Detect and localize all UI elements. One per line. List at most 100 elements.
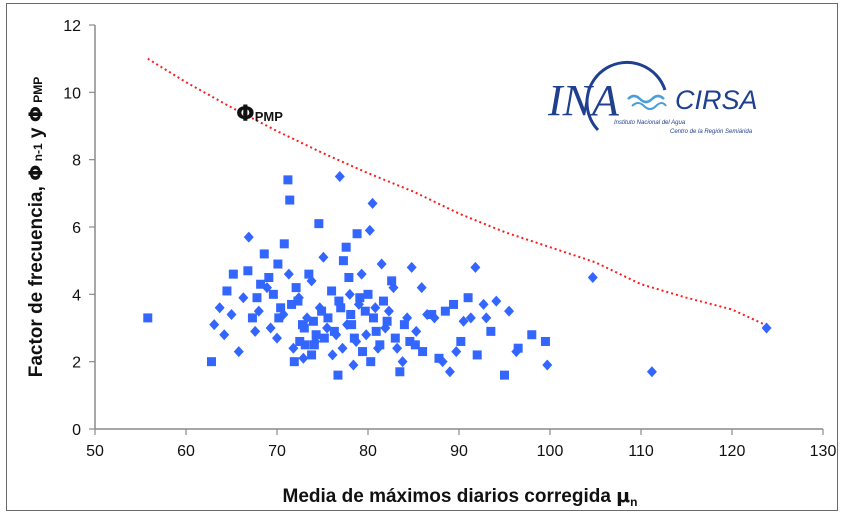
data-point-diamond bbox=[278, 309, 289, 321]
data-point-square bbox=[299, 323, 309, 333]
data-point-diamond bbox=[587, 272, 598, 283]
data-point-square bbox=[463, 293, 473, 303]
logo-ina-text: INA bbox=[547, 76, 620, 125]
data-point-square bbox=[143, 313, 153, 323]
data-point-diamond bbox=[261, 282, 272, 294]
x-axis-title-sub: n bbox=[630, 495, 637, 509]
data-point-square bbox=[228, 269, 238, 279]
data-point-square bbox=[308, 316, 318, 326]
y-tick-label: 12 bbox=[63, 18, 81, 35]
data-point-diamond bbox=[361, 329, 372, 341]
x-tick-label: 120 bbox=[719, 443, 746, 460]
data-point-diamond bbox=[356, 268, 367, 280]
data-point-diamond bbox=[383, 305, 394, 317]
x-tick-label: 50 bbox=[86, 443, 104, 460]
annotation-sub: PMP bbox=[255, 109, 284, 124]
curve-annotation: ΦPMP bbox=[236, 102, 283, 127]
data-point-square bbox=[346, 310, 356, 320]
x-tick-label: 130 bbox=[810, 443, 837, 460]
data-point-square bbox=[434, 353, 444, 363]
x-tick-label: 100 bbox=[537, 443, 564, 460]
y-axis-title-main: Factor de frecuencia, bbox=[26, 181, 47, 377]
annotation-phi: Φ bbox=[236, 102, 255, 127]
data-point-square bbox=[314, 219, 324, 229]
data-point-square bbox=[206, 357, 216, 367]
data-point-diamond bbox=[761, 322, 772, 334]
data-point-square bbox=[285, 195, 295, 205]
data-point-square bbox=[256, 279, 266, 289]
data-point-diamond bbox=[402, 312, 413, 324]
data-point-diamond bbox=[458, 315, 469, 327]
data-point-diamond bbox=[370, 302, 381, 314]
logo-wave-icon bbox=[627, 94, 665, 104]
x-axis-title-symbol: μ bbox=[616, 485, 630, 507]
data-point-diamond bbox=[451, 346, 462, 358]
data-point-square bbox=[268, 289, 278, 299]
data-point-square bbox=[399, 320, 409, 330]
data-point-square bbox=[352, 229, 362, 239]
y-axis-title-sub2: PMP bbox=[31, 77, 45, 106]
data-point-square bbox=[440, 306, 450, 316]
data-point-square bbox=[304, 269, 314, 279]
data-point-square bbox=[418, 347, 428, 357]
data-point-square bbox=[355, 293, 365, 303]
data-point-square bbox=[390, 333, 400, 343]
data-point-diamond bbox=[478, 298, 489, 310]
data-point-diamond bbox=[214, 302, 225, 314]
data-point-square bbox=[371, 326, 381, 336]
data-point-diamond bbox=[253, 305, 264, 317]
x-tick-label: 110 bbox=[628, 443, 654, 460]
data-points bbox=[143, 171, 772, 380]
y-tick-label: 8 bbox=[72, 153, 81, 170]
x-axis-title: Media de máximos diarios corregida μn bbox=[283, 485, 638, 509]
data-point-square bbox=[358, 347, 368, 357]
data-point-square bbox=[410, 340, 420, 350]
data-point-diamond bbox=[334, 171, 345, 182]
data-point-diamond bbox=[272, 332, 282, 344]
chart-frame bbox=[6, 3, 838, 511]
data-point-diamond bbox=[367, 197, 378, 209]
data-point-diamond bbox=[380, 322, 391, 334]
logo-subtitle-2: Centro de la Región Semiárida bbox=[670, 129, 753, 135]
data-point-square bbox=[472, 350, 482, 360]
data-point-diamond bbox=[411, 325, 422, 337]
data-point-diamond bbox=[219, 329, 230, 341]
data-point-diamond bbox=[416, 282, 427, 294]
y-tick-group: 0 2 4 6 8 10 12 bbox=[63, 18, 95, 439]
data-point-square bbox=[319, 333, 329, 343]
y-axis-title-and: y bbox=[26, 122, 47, 143]
data-point-square bbox=[274, 313, 284, 323]
data-point-square bbox=[334, 296, 344, 306]
y-tick-label: 10 bbox=[63, 85, 81, 102]
logo-arc-icon bbox=[585, 60, 667, 132]
data-point-diamond bbox=[322, 322, 333, 334]
data-point-diamond bbox=[293, 292, 304, 304]
data-point-diamond bbox=[348, 359, 359, 371]
data-point-diamond bbox=[238, 292, 249, 304]
data-point-diamond bbox=[265, 322, 276, 334]
logo-cirsa-text: CIRSA bbox=[675, 85, 758, 115]
data-point-diamond bbox=[344, 288, 355, 300]
data-point-diamond bbox=[318, 251, 329, 263]
data-point-square bbox=[222, 286, 232, 296]
data-point-diamond bbox=[437, 356, 448, 368]
data-point-square bbox=[405, 336, 415, 346]
y-axis-title: Factor de frecuencia, Φ n-1 y Φ PMP bbox=[25, 77, 47, 378]
data-point-square bbox=[279, 239, 289, 249]
data-point-square bbox=[449, 299, 459, 309]
data-point-diamond bbox=[327, 349, 338, 361]
data-point-square bbox=[264, 273, 274, 282]
data-point-diamond bbox=[298, 352, 309, 364]
data-point-square bbox=[323, 313, 333, 323]
data-point-square bbox=[276, 303, 286, 313]
data-point-square bbox=[247, 313, 257, 323]
data-point-square bbox=[307, 350, 317, 360]
data-point-square bbox=[486, 326, 496, 336]
data-point-diamond bbox=[429, 312, 440, 324]
data-point-square bbox=[378, 296, 388, 306]
data-point-diamond bbox=[465, 312, 476, 324]
data-point-diamond bbox=[302, 312, 313, 324]
data-point-diamond bbox=[288, 342, 299, 354]
data-point-square bbox=[382, 316, 392, 326]
data-point-diamond bbox=[250, 325, 261, 337]
